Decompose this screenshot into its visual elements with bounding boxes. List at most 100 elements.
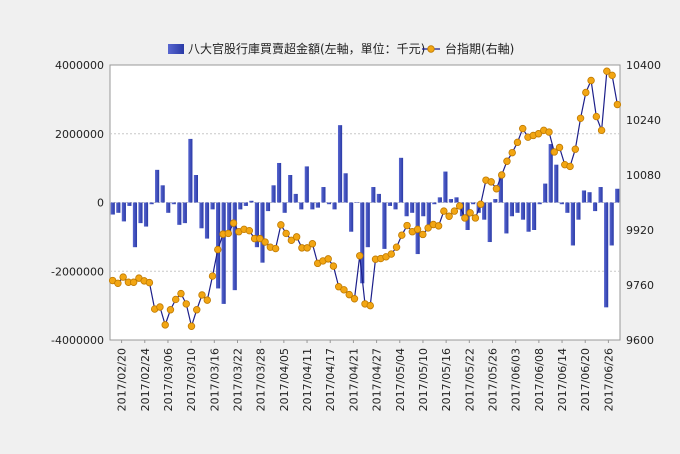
bar <box>387 202 393 206</box>
bar <box>504 202 509 234</box>
line-point <box>450 207 459 215</box>
bar <box>487 202 492 243</box>
bar <box>360 202 365 284</box>
x-tick-label: 2017/05/22 <box>463 348 476 411</box>
bar <box>604 202 609 308</box>
line-point <box>434 222 443 230</box>
line-point <box>513 138 522 147</box>
bar <box>138 202 143 224</box>
x-tick-label: 2017/04/17 <box>324 348 337 411</box>
line-point <box>571 145 580 153</box>
bar <box>171 202 176 205</box>
bar <box>454 197 459 203</box>
x-tick-label: 2017/03/28 <box>255 348 268 411</box>
x-tick-label: 2017/02/24 <box>139 348 152 411</box>
bar <box>426 202 431 229</box>
line-point <box>476 200 485 208</box>
bar <box>493 199 498 203</box>
y-left-tick-label: 2000000 <box>55 128 104 141</box>
line-point <box>203 296 211 304</box>
x-tick-label: 2017/05/10 <box>417 348 430 411</box>
bar <box>548 144 553 203</box>
bar <box>437 197 442 203</box>
bar <box>337 125 343 203</box>
line-point <box>214 245 222 254</box>
line-point <box>487 178 495 186</box>
bar <box>349 202 354 232</box>
bar <box>343 173 348 203</box>
line-point <box>308 240 317 248</box>
bar <box>210 202 215 210</box>
bar <box>276 162 282 203</box>
bar <box>321 187 326 203</box>
bar <box>526 202 531 232</box>
line-point <box>245 226 254 235</box>
bar <box>565 202 570 213</box>
bar <box>576 202 581 220</box>
bar <box>249 200 254 203</box>
line-point <box>224 229 232 238</box>
bar <box>143 202 149 227</box>
line-point <box>114 279 122 287</box>
line-point <box>534 130 543 138</box>
y-right-tick-label: 9920 <box>626 224 654 237</box>
line-point <box>129 278 138 286</box>
bar <box>121 202 126 222</box>
line-point <box>198 291 206 299</box>
bar <box>382 202 387 249</box>
line-point <box>350 295 359 303</box>
line-point <box>287 236 296 245</box>
bar <box>515 202 520 213</box>
line-point <box>345 290 353 299</box>
x-tick-label: 2017/06/03 <box>510 348 523 411</box>
line-point <box>592 112 601 121</box>
bar <box>471 202 476 205</box>
line-point <box>172 295 180 304</box>
bar <box>260 202 265 263</box>
bar <box>232 202 237 291</box>
line-point <box>145 278 154 287</box>
line-point <box>292 233 301 241</box>
line-point <box>492 185 501 193</box>
line-point <box>413 225 422 234</box>
bar <box>476 202 481 213</box>
line-point <box>398 231 406 239</box>
bar <box>243 202 248 206</box>
bar <box>199 202 204 229</box>
x-tick-label: 2017/06/20 <box>579 348 592 411</box>
line-point <box>261 238 269 246</box>
line-point <box>419 230 427 239</box>
line-point <box>256 234 264 243</box>
bar <box>587 192 592 203</box>
line-point <box>582 88 590 97</box>
x-tick-label: 2017/03/22 <box>232 348 245 411</box>
line-point <box>519 124 527 133</box>
bar <box>293 193 298 203</box>
bar <box>265 202 271 212</box>
line-point <box>403 221 411 230</box>
line-point <box>566 162 574 171</box>
bar <box>410 202 415 213</box>
line-point <box>461 214 469 222</box>
line-point <box>271 244 280 253</box>
line-point <box>282 229 290 238</box>
legend-line-marker <box>427 45 435 53</box>
x-tick-label: 2017/05/26 <box>487 348 500 411</box>
bar <box>371 187 376 203</box>
line-point <box>366 301 374 310</box>
y-left-tick-label: 0 <box>97 197 104 210</box>
bar <box>376 193 381 203</box>
bar <box>282 202 287 213</box>
y-left-tick-label: -2000000 <box>51 265 104 278</box>
bar <box>581 190 587 203</box>
line-point <box>466 209 474 217</box>
line-point <box>613 100 622 109</box>
x-tick-label: 2017/04/27 <box>371 348 384 411</box>
x-tick-label: 2017/04/21 <box>347 348 360 411</box>
x-tick-label: 2017/03/16 <box>208 348 221 411</box>
line-point <box>208 272 217 280</box>
bar <box>188 138 193 203</box>
x-tick-label: 2017/02/20 <box>116 348 129 411</box>
bar <box>221 202 226 304</box>
